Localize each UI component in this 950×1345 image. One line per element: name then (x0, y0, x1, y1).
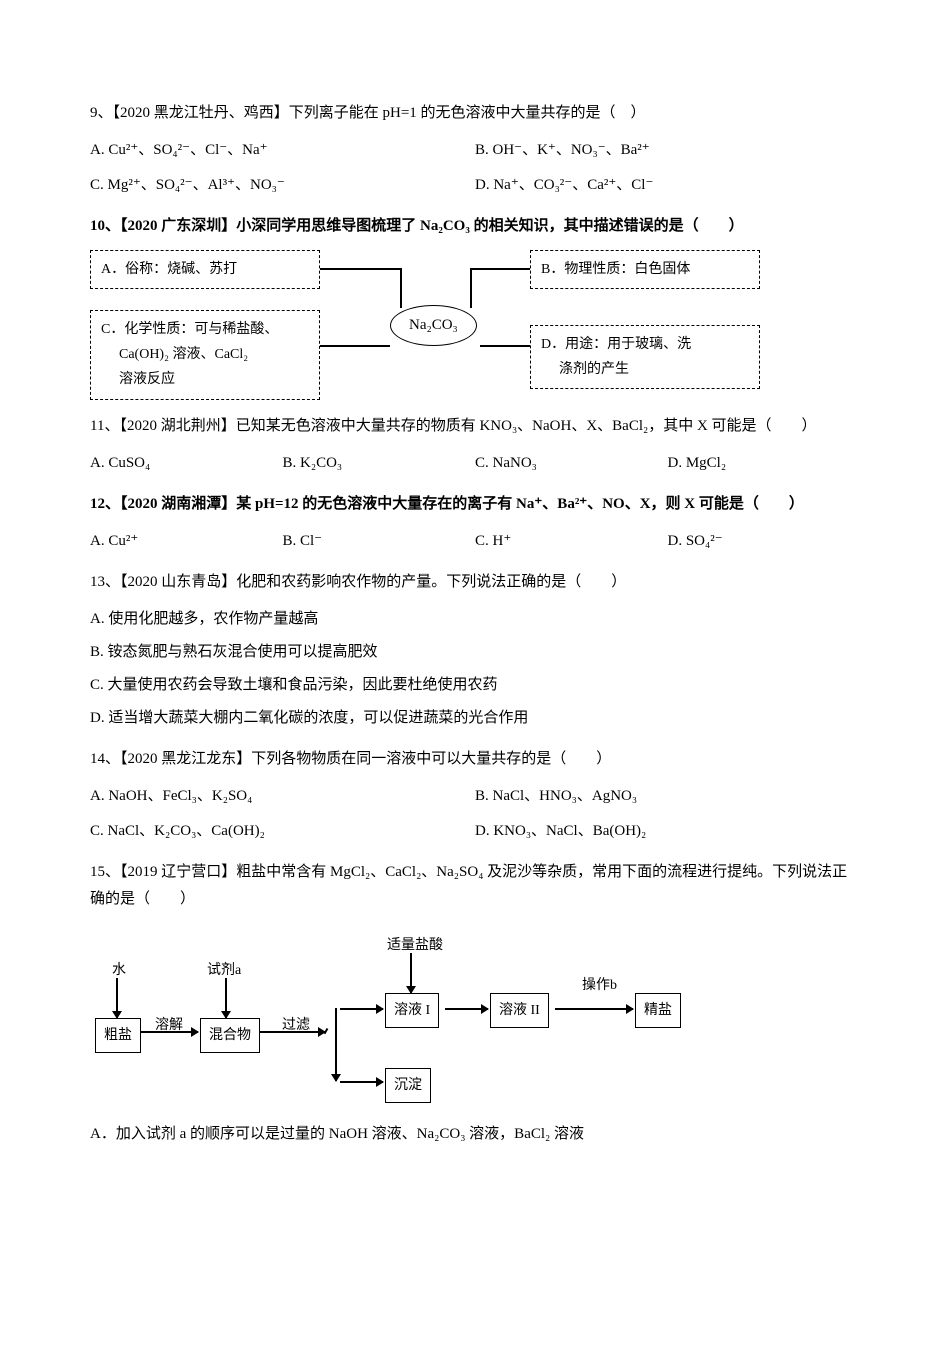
box-refined: 精盐 (635, 993, 681, 1028)
q14-opt-b: B. NaCl、HNO₃、AgNO₃ (475, 783, 860, 810)
q9-opt-b: B. OH⁻、K⁺、NO₃⁻、Ba²⁺ (475, 137, 860, 164)
q9-options-1: A. Cu²⁺、SO₄²⁻、Cl⁻、Na⁺ B. OH⁻、K⁺、NO₃⁻、Ba²… (90, 137, 860, 164)
question-13: 13、【2020 山东青岛】化肥和农药影响农作物的产量。下列说法正确的是（ ） … (90, 569, 860, 732)
q11-text: 11、【2020 湖北荆州】已知某无色溶液中大量共存的物质有 KNO₃、NaOH… (90, 413, 860, 440)
arrow (340, 1081, 383, 1083)
q9-opt-a: A. Cu²⁺、SO₄²⁻、Cl⁻、Na⁺ (90, 137, 475, 164)
q12-opt-d: D. SO₄²⁻ (668, 528, 861, 555)
q11-opt-a: A. CuSO₄ (90, 450, 283, 477)
q9-opt-c: C. Mg²⁺、SO₄²⁻、Al³⁺、NO₃⁻ (90, 172, 475, 199)
q10-box-d-l2: 涤剂的产生 (541, 357, 749, 382)
connector (480, 345, 530, 347)
q14-opt-a: A. NaOH、FeCl₃、K₂SO₄ (90, 783, 475, 810)
box-sol1: 溶液 I (385, 993, 439, 1028)
q9-opt-d: D. Na⁺、CO₃²⁻、Ca²⁺、Cl⁻ (475, 172, 860, 199)
q12-text: 12、【2020 湖南湘潭】某 pH=12 的无色溶液中大量存在的离子有 Na⁺… (90, 491, 860, 518)
q10-box-a: A．俗称：烧碱、苏打 (90, 250, 320, 289)
q12-opt-b: B. Cl⁻ (283, 528, 476, 555)
box-crude: 粗盐 (95, 1018, 141, 1053)
q15-diagram: 水 试剂a 适量盐酸 操作b 粗盐 溶解 混合物 过滤 溶液 I 溶液 II 精… (90, 923, 730, 1103)
q10-box-a-text: A．俗称：烧碱、苏打 (101, 262, 237, 277)
q14-text: 14、【2020 黑龙江龙东】下列各物物质在同一溶液中可以大量共存的是（ ） (90, 746, 860, 773)
q13-opt-a: A. 使用化肥越多，农作物产量越高 (90, 606, 860, 633)
connector (320, 268, 400, 270)
lbl-opb: 操作b (580, 973, 619, 998)
q10-box-b: B．物理性质：白色固体 (530, 250, 760, 289)
q11-options: A. CuSO₄ B. K₂CO₃ C. NaNO₃ D. MgCl₂ (90, 450, 860, 477)
arrow (555, 1008, 633, 1010)
lbl-dissolve: 溶解 (153, 1013, 185, 1038)
connector (400, 268, 402, 308)
connector (470, 268, 472, 308)
box-precip: 沉淀 (385, 1068, 431, 1103)
question-9: 9、【2020 黑龙江牡丹、鸡西】下列离子能在 pH=1 的无色溶液中大量共存的… (90, 100, 860, 199)
q14-opt-c: C. NaCl、K₂CO₃、Ca(OH)₂ (90, 818, 475, 845)
q14-opt-d: D. KNO₃、NaCl、Ba(OH)₂ (475, 818, 860, 845)
connector (470, 268, 530, 270)
box-mixture: 混合物 (200, 1018, 260, 1053)
q10-text: 10、【2020 广东深圳】小深同学用思维导图梳理了 Na₂CO₃ 的相关知识，… (90, 213, 860, 240)
box-sol2: 溶液 II (490, 993, 549, 1028)
arrow (225, 978, 227, 1018)
q14-options-1: A. NaOH、FeCl₃、K₂SO₄ B. NaCl、HNO₃、AgNO₃ (90, 783, 860, 810)
q14-options-2: C. NaCl、K₂CO₃、Ca(OH)₂ D. KNO₃、NaCl、Ba(OH… (90, 818, 860, 845)
q10-box-c-l3: 溶液反应 (101, 367, 309, 392)
connector (320, 345, 390, 347)
q12-options: A. Cu²⁺ B. Cl⁻ C. H⁺ D. SO₄²⁻ (90, 528, 860, 555)
q13-text: 13、【2020 山东青岛】化肥和农药影响农作物的产量。下列说法正确的是（ ） (90, 569, 860, 596)
q15-opt-a: A．加入试剂 a 的顺序可以是过量的 NaOH 溶液、Na₂CO₃ 溶液，BaC… (90, 1121, 860, 1148)
q10-center: Na₂CO₃ (390, 305, 477, 346)
question-12: 12、【2020 湖南湘潭】某 pH=12 的无色溶液中大量存在的离子有 Na⁺… (90, 491, 860, 555)
question-10: 10、【2020 广东深圳】小深同学用思维导图梳理了 Na₂CO₃ 的相关知识，… (90, 213, 860, 395)
lbl-filter: 过滤 (280, 1013, 312, 1038)
q10-box-d-l1: D．用途：用于玻璃、洗 (541, 332, 749, 357)
question-14: 14、【2020 黑龙江龙东】下列各物物质在同一溶液中可以大量共存的是（ ） A… (90, 746, 860, 845)
arrow (445, 1008, 488, 1010)
arrow (340, 1008, 383, 1010)
q11-opt-b: B. K₂CO₃ (283, 450, 476, 477)
q11-opt-c: C. NaNO₃ (475, 450, 668, 477)
lbl-hcl: 适量盐酸 (385, 933, 445, 958)
q11-opt-d: D. MgCl₂ (668, 450, 861, 477)
arrow (116, 978, 118, 1018)
lbl-water: 水 (110, 958, 128, 983)
q10-box-c-l2: Ca(OH)₂ 溶液、CaCl₂ (101, 342, 309, 367)
q10-box-d: D．用途：用于玻璃、洗 涤剂的产生 (530, 325, 760, 389)
q10-box-c: C．化学性质：可与稀盐酸、 Ca(OH)₂ 溶液、CaCl₂ 溶液反应 (90, 310, 320, 400)
question-15: 15、【2019 辽宁营口】粗盐中常含有 MgCl₂、CaCl₂、Na₂SO₄ … (90, 859, 860, 1148)
question-11: 11、【2020 湖北荆州】已知某无色溶液中大量共存的物质有 KNO₃、NaOH… (90, 413, 860, 477)
q12-opt-a: A. Cu²⁺ (90, 528, 283, 555)
q9-options-2: C. Mg²⁺、SO₄²⁻、Al³⁺、NO₃⁻ D. Na⁺、CO₃²⁻、Ca²… (90, 172, 860, 199)
q15-text: 15、【2019 辽宁营口】粗盐中常含有 MgCl₂、CaCl₂、Na₂SO₄ … (90, 859, 860, 913)
q10-diagram: A．俗称：烧碱、苏打 B．物理性质：白色固体 C．化学性质：可与稀盐酸、 Ca(… (90, 250, 790, 395)
arrow (410, 953, 412, 993)
q10-box-c-l1: C．化学性质：可与稀盐酸、 (101, 317, 309, 342)
q9-text: 9、【2020 黑龙江牡丹、鸡西】下列离子能在 pH=1 的无色溶液中大量共存的… (90, 100, 860, 127)
q13-opt-c: C. 大量使用农药会导致土壤和食品污染，因此要杜绝使用农药 (90, 672, 860, 699)
arrow-split (335, 1008, 337, 1081)
q13-opt-b: B. 铵态氮肥与熟石灰混合使用可以提高肥效 (90, 639, 860, 666)
arrow (140, 1031, 198, 1033)
arrow (260, 1031, 325, 1033)
q10-box-b-text: B．物理性质：白色固体 (541, 262, 690, 277)
q13-opt-d: D. 适当增大蔬菜大棚内二氧化碳的浓度，可以促进蔬菜的光合作用 (90, 705, 860, 732)
q12-opt-c: C. H⁺ (475, 528, 668, 555)
